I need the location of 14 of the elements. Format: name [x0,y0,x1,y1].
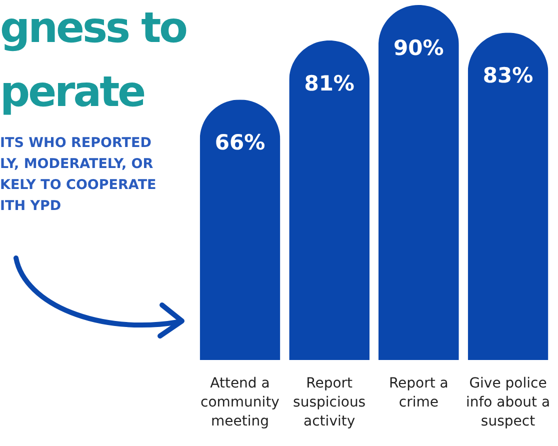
text: gness to perate [0,2,186,118]
bar [468,32,548,360]
text: ITS WHO REPORTED LY, MODERATELY, OR KELY TO COOPERATE ITH YPD [0,134,156,216]
x-tick-label: Report a crime [388,376,448,410]
bar [289,40,370,360]
bar [200,100,280,360]
data-label: 66% [214,130,266,155]
x-tick-label: Attend a community meeting [200,376,280,430]
x-tick-label: Report suspicious activity [293,376,366,430]
bar [378,5,459,360]
data-label: 83% [482,64,534,88]
data-label: 90% [394,36,444,60]
x-tick-label: Give police info about a suspect [466,376,550,430]
data-label: 81% [304,72,354,96]
